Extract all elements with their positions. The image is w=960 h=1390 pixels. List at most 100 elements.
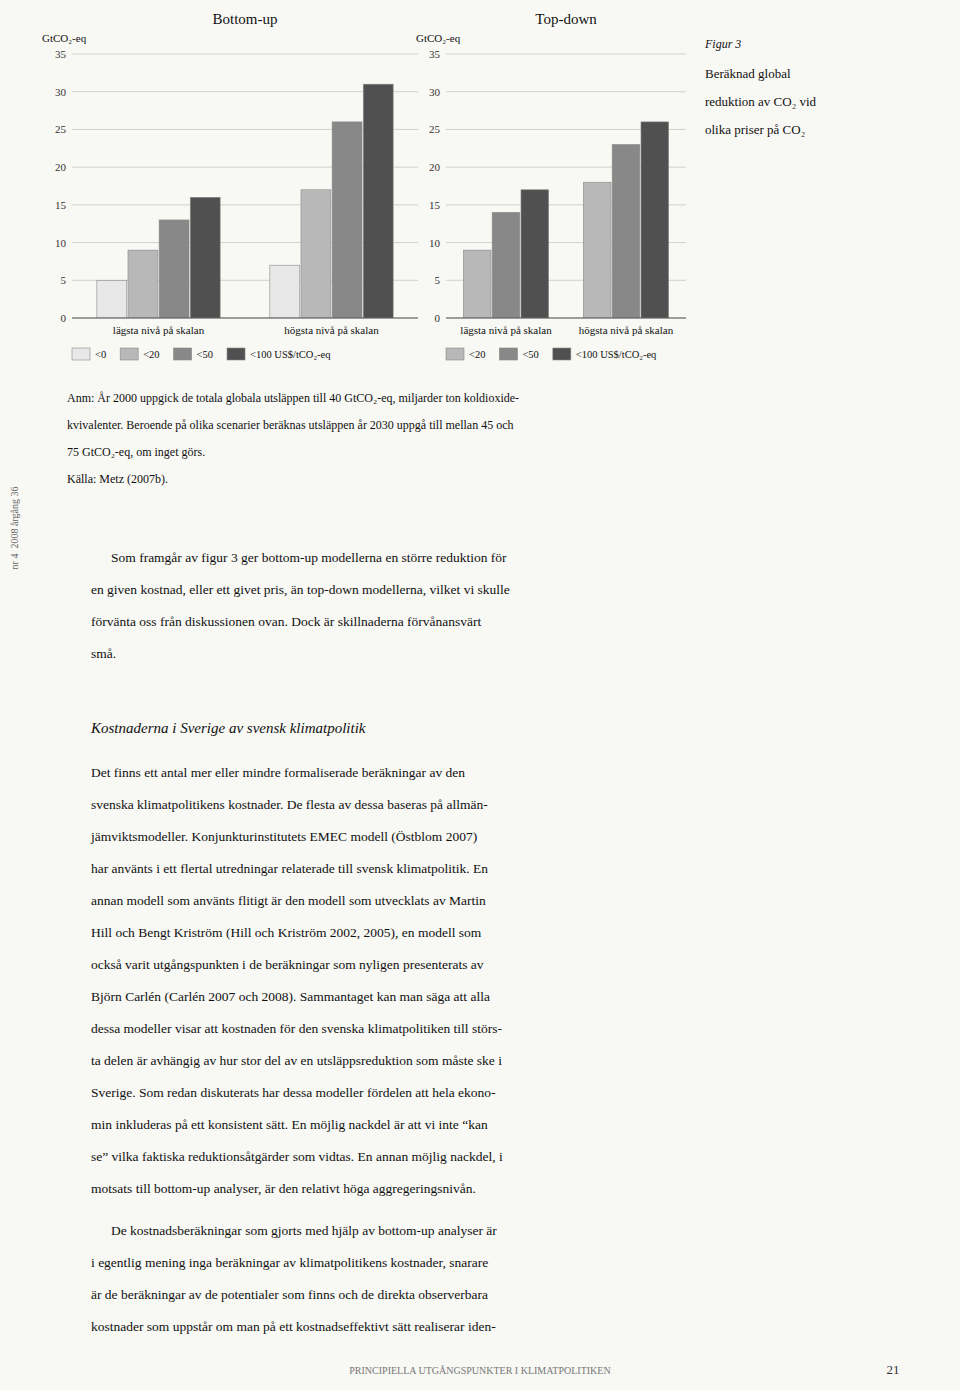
y-tick-label: 20 [429,161,441,173]
bar [159,220,189,318]
legend-swatch [120,348,138,360]
body-line: svenska klimatpolitikens kostnader. De f… [91,797,488,812]
y-tick-label: 35 [429,48,441,60]
bar [492,212,520,318]
bar [363,84,393,318]
y-tick-label: 0 [435,312,441,324]
y-tick-label: 10 [55,237,67,249]
body-line: se” vilka faktiska reduktionsåtgärder so… [91,1149,503,1164]
body-line: jämviktsmodeller. Konjunkturinstitutets … [90,829,477,844]
legend-swatch [446,348,464,360]
legend-label: <20 [469,349,485,360]
y-tick-label: 20 [55,161,67,173]
legend-label: <20 [143,349,159,360]
y-tick-label: 25 [55,123,67,135]
x-tick-label: lägsta nivå på skalan [460,324,552,336]
grid-line [72,318,418,319]
annotation-line: kvivalenter. Beroende på olika scenarier… [67,418,514,432]
body-line: också varit utgångspunkten i de beräknin… [91,957,484,972]
legend-swatch [174,348,192,360]
caption-title: Figur 3 [704,37,741,51]
bar [97,280,127,318]
bars [463,122,668,318]
legend-swatch [227,348,245,360]
y-tick-label: 35 [55,48,67,60]
body-line: i egentlig mening inga beräkningar av kl… [91,1255,488,1270]
chart-title: Bottom-up [212,11,277,27]
footer: PRINCIPIELLA UTGÅNGSPUNKTER I KLIMATPOLI… [349,1365,610,1376]
bar [190,197,220,318]
page-number: 21 [887,1362,900,1377]
bar [270,265,300,318]
annotation-line: Anm: År 2000 uppgick de totala globala u… [67,391,519,405]
sidebar: nr 4 2008 årgång 36 [9,487,20,570]
body-line: annan modell som använts flitigt är den … [91,893,486,908]
legend-label: <100 US$/tCO₂-eq [576,349,657,360]
grid-line [446,318,686,319]
y-tick-label: 5 [61,274,67,286]
legend-label: <100 US$/tCO₂-eq [250,349,331,360]
body-line: Björn Carlén (Carlén 2007 och 2008). Sam… [91,989,490,1004]
body-line: min inkluderas på ett konsistent sätt. E… [91,1117,488,1132]
legend-swatch [72,348,90,360]
body-line: små. [91,646,116,661]
annotation-line: 75 GtCO₂-eq, om inget görs. [67,445,205,459]
grid-line [446,91,686,92]
y-tick-label: 25 [429,123,441,135]
x-axis-line [446,318,686,319]
legend-label: <50 [522,349,538,360]
body-line: Det finns ett antal mer eller mindre for… [91,765,465,780]
bar [463,250,491,318]
grid-line [72,54,418,55]
body-line: är de beräkningar av de potentialer som … [91,1287,488,1302]
body-line: har använts i ett flertal utredningar re… [91,861,488,876]
bar [641,122,669,318]
body-line: dessa modeller visar att kostnaden för d… [91,1021,502,1036]
bar [521,190,549,318]
body-line: ta delen är avhängig av hur stor del av … [91,1053,502,1068]
caption-line: olikа priser på CO₂ [705,122,805,137]
body-line: Sverige. Som redan diskuterats har dessa… [91,1085,496,1100]
chart-title: Top-down [535,11,597,27]
y-tick-label: 15 [55,199,67,211]
bar [612,145,640,318]
x-tick-label: högsta nivå på skalan [284,324,379,336]
y-tick-label: 0 [61,312,67,324]
body-line: förvänta oss från diskussionen ovan. Doc… [91,614,482,629]
caption-line: Beräknad global [705,66,791,81]
x-axis-line [72,318,418,319]
caption-line: reduktion av CO₂ vid [705,94,817,109]
page: Bottom-up GtCO₂-eq 0 5 10 15 20 25 30 35 lägsta ni… [0,0,960,1390]
bar [583,182,611,318]
heading: Kostnaderna i Sverige av svensk klimatpo… [90,720,366,736]
legend-swatch [499,348,517,360]
chart: Top-downGtCO₂-eq05101520253035lägsta niv… [416,11,686,360]
body-line: Hill och Bengt Kriström (Hill och Kristr… [91,925,482,940]
y-tick-label: 15 [429,199,441,211]
legend-label: <50 [197,349,213,360]
annotation-line: Källa: Metz (2007b). [67,472,168,486]
y-tick-label: 30 [429,86,441,98]
x-tick-label: lägsta nivå på skalan [113,324,205,336]
body-line: kostnader som uppstår om man på ett kost… [91,1319,496,1334]
body-line: De kostnadsberäkningar som gjorts med hj… [111,1223,497,1238]
grid-line [446,54,686,55]
chart: Bottom-up GtCO₂-eq 0 5 10 15 20 25 30 35 lägsta ni… [42,11,418,360]
body-line: motsats till bottom-up analyser, är den … [91,1181,476,1196]
body-line: en given kostnad, eller ett givet pris, … [91,582,510,597]
y-tick-label: 10 [429,237,441,249]
y-axis-label: GtCO₂-eq [42,32,87,44]
bar [332,122,362,318]
legend-label: <0 [95,349,106,360]
legend-swatch [553,348,571,360]
body-text: Som framgår av figur 3 ger bottom-up mod… [90,550,510,1334]
y-tick-label: 30 [55,86,67,98]
y-axis-label: GtCO₂-eq [416,32,461,44]
body-line: Som framgår av figur 3 ger bottom-up mod… [111,550,507,565]
annotations: Anm: År 2000 uppgick de totala globala u… [67,391,519,486]
x-tick-label: högsta nivå på skalan [579,324,674,336]
bar [301,190,331,318]
figure-caption: Figur 3 Beräknad global reduktion av CO₂ v… [704,37,817,137]
bars [97,84,393,318]
bar [128,250,158,318]
